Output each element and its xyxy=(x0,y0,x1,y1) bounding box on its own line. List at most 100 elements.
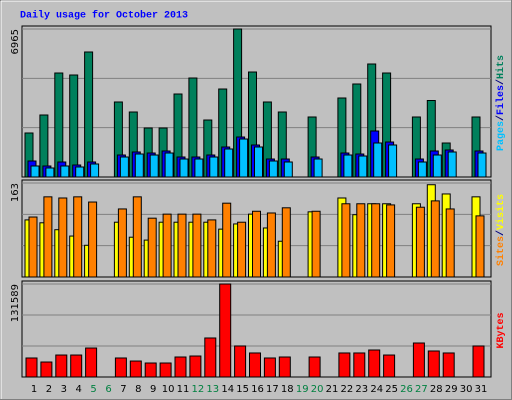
x-tick-label: 28 xyxy=(430,384,443,395)
bar xyxy=(25,357,38,378)
bar xyxy=(70,354,83,378)
bar xyxy=(119,156,129,178)
x-tick-label: 3 xyxy=(61,384,67,395)
y-tick-label: 131589 xyxy=(10,284,21,322)
bar xyxy=(278,356,291,378)
x-tick-label: 10 xyxy=(162,384,175,395)
bar xyxy=(147,217,157,278)
x-tick-label: 14 xyxy=(221,384,234,395)
bar xyxy=(164,152,174,178)
bar xyxy=(159,362,172,378)
bar xyxy=(353,352,366,378)
bar xyxy=(85,347,98,378)
bar xyxy=(430,200,440,278)
bar xyxy=(383,354,396,378)
bar xyxy=(45,167,55,178)
legend: KBytes xyxy=(496,312,507,348)
bar xyxy=(475,215,485,278)
chart-title: Daily usage for October 2013 xyxy=(20,10,188,22)
bar xyxy=(75,166,85,178)
bar xyxy=(445,208,455,278)
legend: Pages/Files/Hits xyxy=(495,55,507,151)
bar xyxy=(28,216,38,278)
bar xyxy=(58,197,68,278)
bar xyxy=(30,165,40,178)
bar xyxy=(204,337,217,378)
x-tick-label: 9 xyxy=(150,384,156,395)
bar xyxy=(189,355,202,378)
bar xyxy=(174,356,187,378)
bar xyxy=(281,207,291,278)
bar xyxy=(417,161,427,178)
x-tick-label: 11 xyxy=(177,384,190,395)
x-tick-label: 2 xyxy=(46,384,52,395)
legend-entry: Visits xyxy=(495,194,507,230)
bar xyxy=(254,146,263,178)
bar xyxy=(219,283,232,378)
bar xyxy=(149,154,159,178)
bar xyxy=(373,142,383,178)
bar xyxy=(237,221,247,278)
x-tick-label: 17 xyxy=(266,384,279,395)
bar xyxy=(134,153,144,178)
legend-entry: Pages xyxy=(496,121,507,151)
bar xyxy=(55,354,68,378)
bar xyxy=(144,362,157,378)
bar xyxy=(358,155,368,178)
x-tick-label: 30 xyxy=(460,384,473,395)
x-tick-label: 31 xyxy=(475,384,488,395)
legend-separator: / xyxy=(495,79,507,85)
bar xyxy=(177,213,187,278)
legend-entry: Files xyxy=(495,85,507,115)
bar xyxy=(343,154,353,178)
x-tick-label: 16 xyxy=(251,384,264,395)
bar xyxy=(88,201,98,278)
x-tick-label: 5 xyxy=(90,384,96,395)
bar xyxy=(54,72,64,178)
bar xyxy=(239,138,249,178)
bar xyxy=(356,203,366,278)
bar xyxy=(313,158,323,178)
bar xyxy=(209,156,219,178)
x-tick-label: 25 xyxy=(385,384,398,395)
x-tick-label: 19 xyxy=(296,384,309,395)
x-tick-label: 22 xyxy=(341,384,354,395)
legend-entry: KBytes xyxy=(496,312,507,348)
x-tick-label: 18 xyxy=(281,384,294,395)
bar xyxy=(224,148,234,178)
bar xyxy=(311,210,321,278)
bar xyxy=(386,204,396,278)
legend: Sites/Visits xyxy=(495,194,507,266)
bar xyxy=(249,352,261,378)
x-tick-label: 23 xyxy=(355,384,368,395)
x-tick-label: 4 xyxy=(76,384,82,395)
bar xyxy=(192,213,202,278)
bar xyxy=(222,202,232,278)
x-tick-label: 6 xyxy=(105,384,111,395)
bar xyxy=(283,161,293,178)
x-tick-label: 21 xyxy=(326,384,339,395)
x-tick-label: 7 xyxy=(120,384,126,395)
bar xyxy=(162,213,172,278)
bar xyxy=(412,342,425,378)
bar xyxy=(442,352,455,378)
x-tick-label: 24 xyxy=(370,384,383,395)
bar xyxy=(341,203,351,278)
bar xyxy=(388,144,398,178)
x-tick-label: 12 xyxy=(192,384,205,395)
bar xyxy=(266,212,276,278)
x-tick-label: 13 xyxy=(206,384,219,395)
bar xyxy=(308,356,321,378)
bar xyxy=(69,74,79,178)
bar xyxy=(371,203,381,278)
x-tick-label: 26 xyxy=(400,384,413,395)
x-tick-label: 27 xyxy=(415,384,428,395)
bar xyxy=(415,206,425,278)
bar xyxy=(40,361,53,378)
bar xyxy=(194,158,204,178)
bar xyxy=(338,352,351,378)
y-tick-label: 6965 xyxy=(10,29,21,54)
bar xyxy=(84,51,94,178)
legend-entry: Sites xyxy=(495,236,507,266)
